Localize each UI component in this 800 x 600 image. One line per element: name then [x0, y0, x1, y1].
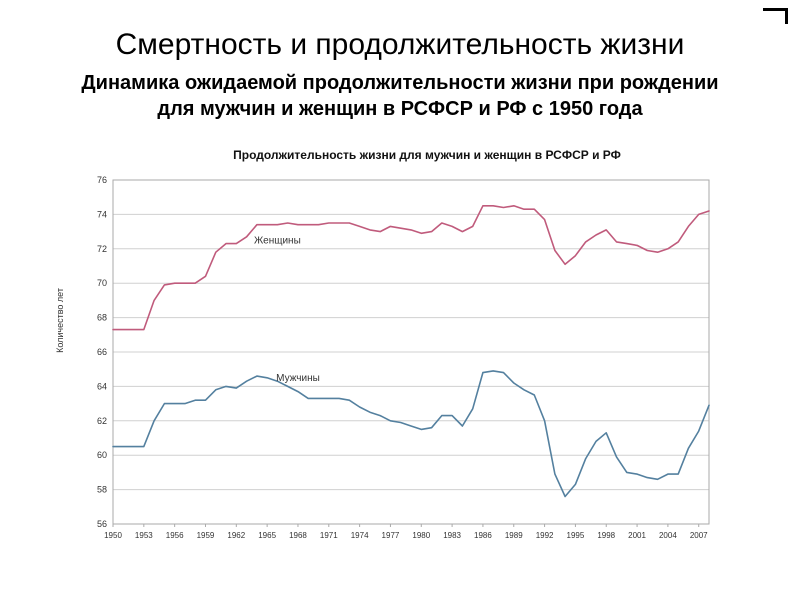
- y-tick-label: 70: [97, 278, 107, 288]
- y-tick-label: 56: [97, 519, 107, 529]
- x-tick-label: 1956: [166, 531, 184, 540]
- slide-corner-decoration: [763, 8, 788, 24]
- x-tick-label: 2004: [659, 531, 677, 540]
- x-tick-label: 1986: [474, 531, 492, 540]
- x-tick-label: 1980: [412, 531, 430, 540]
- x-tick-label: 1989: [505, 531, 523, 540]
- x-tick-label: 2007: [690, 531, 708, 540]
- slide-subtitle: Динамика ожидаемой продолжительности жиз…: [81, 72, 719, 120]
- chart-canvas: 56 58 60 62 64 66 68 70 72 74 76 1950 1953 1956 1959 19…: [69, 168, 719, 554]
- y-tick-label: 60: [97, 450, 107, 460]
- y-tick-label: 64: [97, 381, 107, 391]
- plot-border: [112, 179, 710, 525]
- series-label-Мужчины: Мужчины: [276, 373, 320, 384]
- y-tick-label: 66: [97, 347, 107, 357]
- life-expectancy-chart: Продолжительность жизни для мужчин и жен…: [55, 148, 755, 554]
- y-axis-label: Количество лет: [55, 288, 65, 353]
- series-label-Женщины: Женщины: [254, 236, 301, 247]
- y-tick-label: 76: [97, 175, 107, 185]
- x-tick-label: 1974: [351, 531, 369, 540]
- chart-plot-wrapper: Количество лет 56 58 60 62 64 66 68 70 72 74 76 195…: [55, 168, 755, 554]
- x-tick-label: 1995: [567, 531, 585, 540]
- x-tick-label: 1983: [443, 531, 461, 540]
- y-tick-label: 62: [97, 416, 107, 426]
- series-line-Мужчины: [112, 370, 710, 498]
- x-tick-label: 1950: [104, 531, 122, 540]
- slide-title: Смертность и продолжительность жизни: [115, 28, 685, 61]
- x-tick-label: 1992: [536, 531, 554, 540]
- x-tick-label: 1959: [197, 531, 215, 540]
- y-tick-label: 68: [97, 313, 107, 323]
- x-tick-label: 1962: [227, 531, 245, 540]
- chart-title: Продолжительность жизни для мужчин и жен…: [233, 148, 621, 162]
- series-line-Женщины: [112, 204, 710, 331]
- x-tick-label: 1977: [382, 531, 400, 540]
- x-tick-label: 1971: [320, 531, 338, 540]
- x-tick-label: 1953: [135, 531, 153, 540]
- y-tick-label: 72: [97, 244, 107, 254]
- x-tick-label: 1968: [289, 531, 307, 540]
- x-tick-label: 2001: [628, 531, 646, 540]
- x-tick-label: 1965: [258, 531, 276, 540]
- y-tick-label: 74: [97, 209, 107, 219]
- x-tick-label: 1998: [597, 531, 615, 540]
- y-tick-label: 58: [97, 485, 107, 495]
